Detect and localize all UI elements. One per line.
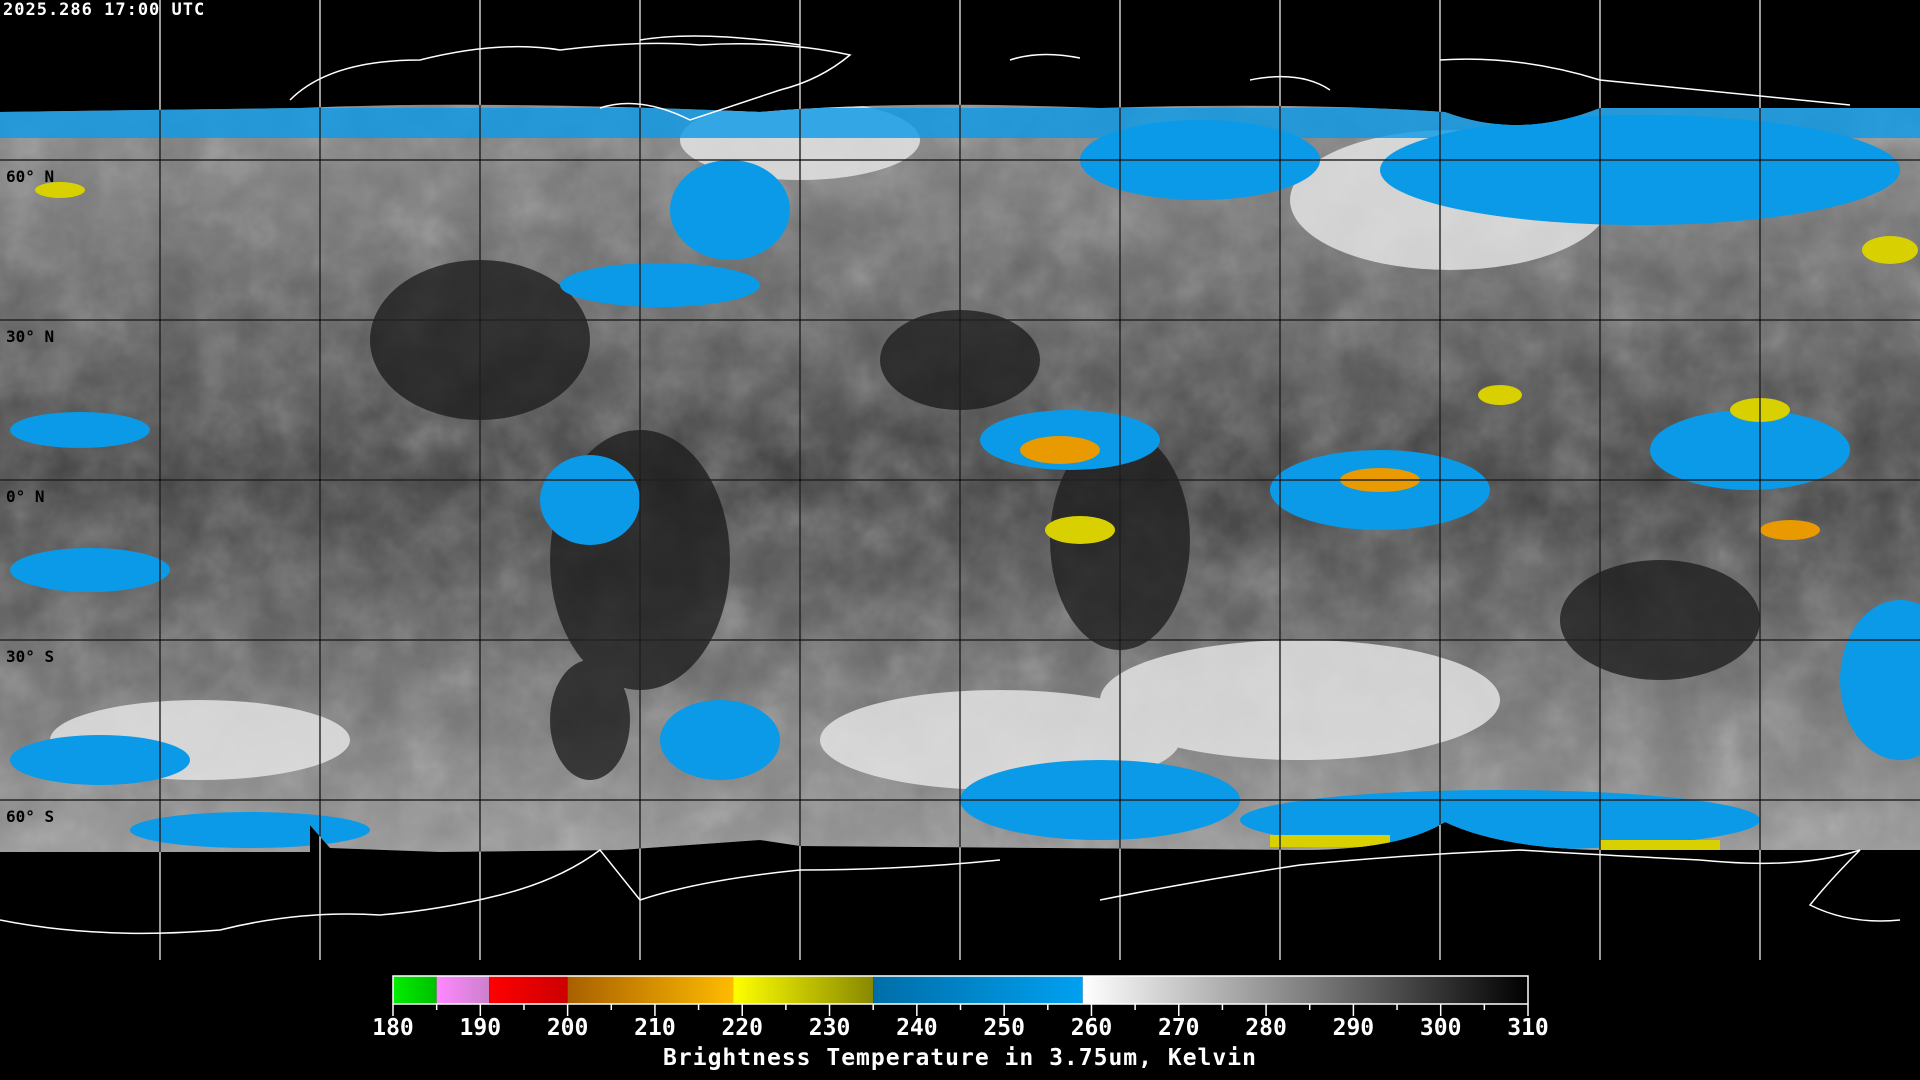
colorbar-tick-label: 290 (1333, 1015, 1375, 1041)
colorbar-tick-label: 300 (1420, 1015, 1462, 1041)
deep-convection-areas (35, 182, 1918, 850)
lat-label-60n: 60° N (6, 167, 55, 186)
colorbar-segment (873, 976, 1083, 1004)
colorbar-segment (393, 976, 437, 1004)
colorbar-tick-label: 250 (983, 1015, 1025, 1041)
colorbar-tick-label: 200 (547, 1015, 589, 1041)
colorbar-tick-label: 210 (634, 1015, 676, 1041)
colorbar-segment (489, 976, 568, 1004)
colorbar-ticks: 180 190 200 210 220 230 240 250 260 270 280 290 300 3… (372, 1004, 1549, 1041)
colorbar-segment (436, 976, 490, 1004)
timestamp: 2025.286 17:00 UTC (3, 0, 206, 20)
colorbar-tick-label: 190 (460, 1015, 502, 1041)
coastlines (0, 35, 1901, 935)
lat-label-0: 0° N (6, 487, 45, 506)
colorbar-title: Brightness Temperature in 3.75um, Kelvin (663, 1045, 1257, 1071)
colorbar-tick-label: 270 (1158, 1015, 1200, 1041)
colorbar-tick-label: 220 (721, 1015, 763, 1041)
colorbar-tick-label: 240 (896, 1015, 938, 1041)
colorbar-tick-label: 230 (809, 1015, 851, 1041)
graticule (0, 0, 1920, 960)
graticule-over-imagery (0, 0, 1920, 960)
lat-label-30s: 30° S (6, 647, 55, 666)
satellite-map (0, 0, 1920, 960)
colorbar-segment (1082, 976, 1528, 1004)
colorbar-tick-label: 260 (1071, 1015, 1113, 1041)
colorbar-tick-label: 180 (372, 1015, 414, 1041)
lat-label-30n: 30° N (6, 327, 55, 346)
colorbar: 180 190 200 210 220 230 240 250 260 270 280 290 300 3… (372, 975, 1549, 1041)
colorbar-segment (733, 976, 874, 1004)
colorbar-segment (567, 976, 734, 1004)
colorbar-tick-label: 310 (1507, 1015, 1549, 1041)
lat-label-60s: 60° S (6, 807, 55, 826)
colorbar-segments (393, 976, 1528, 1004)
colorbar-tick-label: 280 (1245, 1015, 1287, 1041)
